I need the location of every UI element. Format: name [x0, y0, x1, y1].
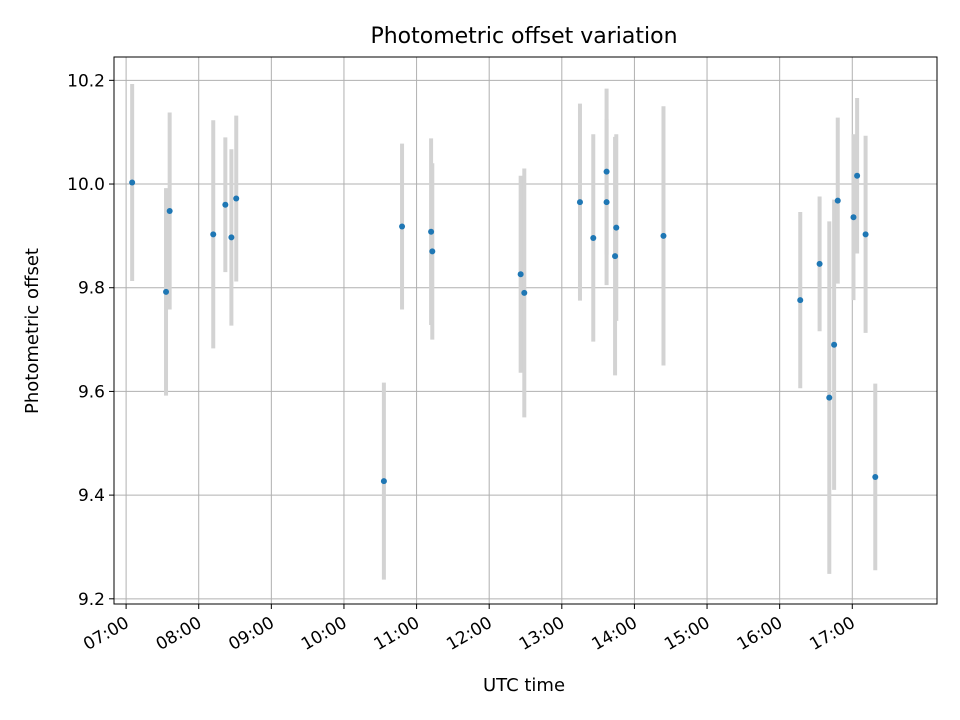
data-point	[603, 168, 610, 175]
x-axis-title: UTC time	[483, 675, 565, 696]
data-point	[850, 214, 857, 221]
data-point	[129, 179, 136, 186]
data-point	[660, 232, 667, 239]
x-tick-label: 07:00	[80, 613, 132, 655]
data-point	[428, 228, 435, 235]
data-point	[576, 199, 583, 206]
x-tick-label: 17:00	[806, 613, 858, 655]
data-point	[590, 234, 597, 241]
data-point	[872, 473, 879, 480]
x-tick-label: 16:00	[734, 613, 786, 655]
x-tick-label: 15:00	[661, 613, 713, 655]
chart-title: Photometric offset variation	[370, 24, 677, 49]
y-tick-label: 9.6	[78, 382, 105, 402]
x-tick-label: 12:00	[443, 613, 495, 655]
data-point	[399, 223, 406, 230]
data-point	[380, 478, 387, 485]
data-point	[210, 231, 217, 238]
data-point	[603, 199, 610, 206]
x-tick-label: 10:00	[298, 613, 350, 655]
data-point	[429, 248, 436, 255]
data-point	[862, 231, 869, 238]
x-axis-ticks: 07:00 08:00 09:00 10:00 11:00 12:00 13:00 14:00…	[80, 604, 859, 655]
y-tick-label: 9.4	[78, 486, 105, 506]
data-point	[834, 197, 841, 204]
data-point	[228, 234, 235, 241]
data-point	[166, 207, 173, 214]
y-tick-label: 10.0	[67, 175, 105, 195]
y-axis-title: Photometric offset	[22, 248, 43, 414]
x-tick-label: 11:00	[371, 613, 423, 655]
y-tick-label: 9.8	[78, 279, 105, 299]
data-point	[613, 224, 620, 231]
y-tick-label: 10.2	[67, 71, 105, 91]
data-point	[517, 271, 524, 278]
error-bars	[130, 83, 878, 580]
x-tick-label: 09:00	[225, 613, 277, 655]
data-point	[831, 341, 838, 348]
data-point	[816, 260, 823, 267]
data-point	[612, 253, 619, 260]
x-tick-label: 13:00	[516, 613, 568, 655]
data-point	[233, 195, 240, 202]
data-point	[854, 172, 861, 179]
data-points	[129, 168, 879, 485]
data-point	[826, 394, 833, 401]
data-point	[163, 288, 170, 295]
x-tick-label: 08:00	[153, 613, 205, 655]
data-point	[797, 297, 804, 304]
data-point	[521, 289, 528, 296]
y-tick-label: 9.2	[78, 590, 105, 610]
data-point	[222, 201, 229, 208]
x-tick-label: 14:00	[588, 613, 640, 655]
y-axis-ticks: 9.2 9.4 9.6 9.8 10.0 10.2	[67, 71, 114, 610]
plot-frame	[113, 56, 938, 605]
